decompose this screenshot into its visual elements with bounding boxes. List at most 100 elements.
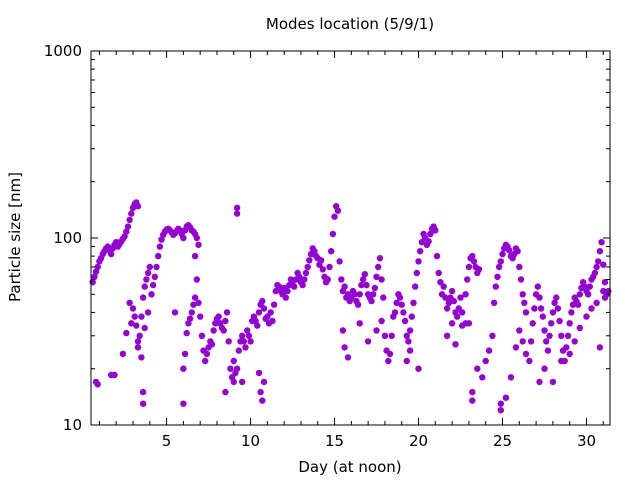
data-point xyxy=(512,344,520,351)
data-point xyxy=(139,400,147,407)
data-point xyxy=(601,279,609,286)
data-point xyxy=(247,338,254,345)
data-point xyxy=(440,283,447,290)
data-point xyxy=(413,269,420,277)
data-point xyxy=(183,329,190,337)
data-point xyxy=(469,388,476,396)
data-point xyxy=(448,320,456,327)
data-point xyxy=(482,357,489,365)
data-point xyxy=(193,234,200,242)
data-point xyxy=(490,299,498,306)
data-point xyxy=(198,332,206,339)
data-point xyxy=(128,320,135,327)
data-point xyxy=(302,269,310,277)
data-point xyxy=(123,228,130,235)
data-point xyxy=(202,357,209,365)
data-point xyxy=(328,248,335,255)
data-point xyxy=(134,344,142,351)
data-point xyxy=(398,301,405,308)
data-point xyxy=(123,329,130,337)
data-point xyxy=(574,301,582,308)
data-point xyxy=(138,313,145,320)
data-point xyxy=(497,258,504,265)
data-point xyxy=(141,283,148,290)
data-point xyxy=(222,317,229,325)
data-point xyxy=(230,357,237,365)
data-point xyxy=(516,327,523,334)
x-axis-label: Day (at noon) xyxy=(298,458,401,476)
data-point xyxy=(462,291,469,298)
data-point xyxy=(148,291,155,298)
y-axis-label: Particle size [nm] xyxy=(6,172,24,302)
data-point xyxy=(260,378,268,386)
data-point xyxy=(435,269,442,277)
data-point xyxy=(541,327,548,334)
y-tick-label: 100 xyxy=(53,229,82,247)
data-point xyxy=(361,271,368,278)
data-point xyxy=(233,210,241,217)
data-point xyxy=(344,354,352,361)
data-point xyxy=(470,258,478,265)
data-point xyxy=(124,223,132,230)
chart-title: Modes location (5/9/1) xyxy=(266,15,434,33)
data-point xyxy=(465,320,473,327)
data-point xyxy=(408,313,415,320)
data-point xyxy=(370,291,377,298)
data-point xyxy=(417,248,424,255)
data-point xyxy=(425,238,432,245)
data-point xyxy=(485,347,493,354)
data-point xyxy=(457,294,464,301)
data-point xyxy=(296,273,303,280)
data-point xyxy=(516,263,523,271)
data-point xyxy=(225,338,232,345)
data-point xyxy=(465,263,473,271)
data-point xyxy=(239,378,246,386)
data-point xyxy=(551,299,558,306)
data-point xyxy=(171,309,179,316)
data-point xyxy=(600,261,607,268)
data-point xyxy=(181,350,189,358)
data-point xyxy=(548,320,555,327)
data-point xyxy=(469,252,476,260)
data-point xyxy=(576,291,583,298)
data-point xyxy=(385,357,392,365)
data-point xyxy=(401,317,409,325)
data-point xyxy=(539,313,546,320)
data-point xyxy=(598,239,605,246)
data-point xyxy=(595,258,602,265)
data-point xyxy=(363,281,370,289)
data-point xyxy=(304,263,311,271)
data-point xyxy=(272,287,279,295)
data-point xyxy=(282,294,289,301)
x-tick-label: 30 xyxy=(577,432,596,450)
data-point xyxy=(190,301,197,308)
data-point xyxy=(537,305,545,312)
data-point xyxy=(254,322,261,329)
data-point xyxy=(507,374,515,381)
data-point xyxy=(376,255,384,262)
data-point xyxy=(373,273,380,280)
data-point xyxy=(339,327,347,334)
data-point xyxy=(195,299,202,306)
data-point xyxy=(134,203,142,210)
data-point xyxy=(188,309,195,316)
data-point xyxy=(94,263,101,271)
data-point xyxy=(233,204,241,211)
data-point xyxy=(403,357,410,365)
data-point xyxy=(549,378,557,386)
data-point xyxy=(566,320,573,327)
data-point xyxy=(242,344,249,351)
data-point xyxy=(593,299,600,306)
data-point xyxy=(489,332,496,339)
data-point xyxy=(240,338,247,345)
data-point xyxy=(222,388,229,396)
data-point xyxy=(197,313,204,320)
data-point xyxy=(522,309,530,316)
data-point xyxy=(239,332,246,339)
data-point xyxy=(143,276,150,283)
data-point xyxy=(474,365,481,372)
data-point xyxy=(151,273,158,280)
data-point xyxy=(531,305,538,312)
data-point xyxy=(126,299,133,306)
